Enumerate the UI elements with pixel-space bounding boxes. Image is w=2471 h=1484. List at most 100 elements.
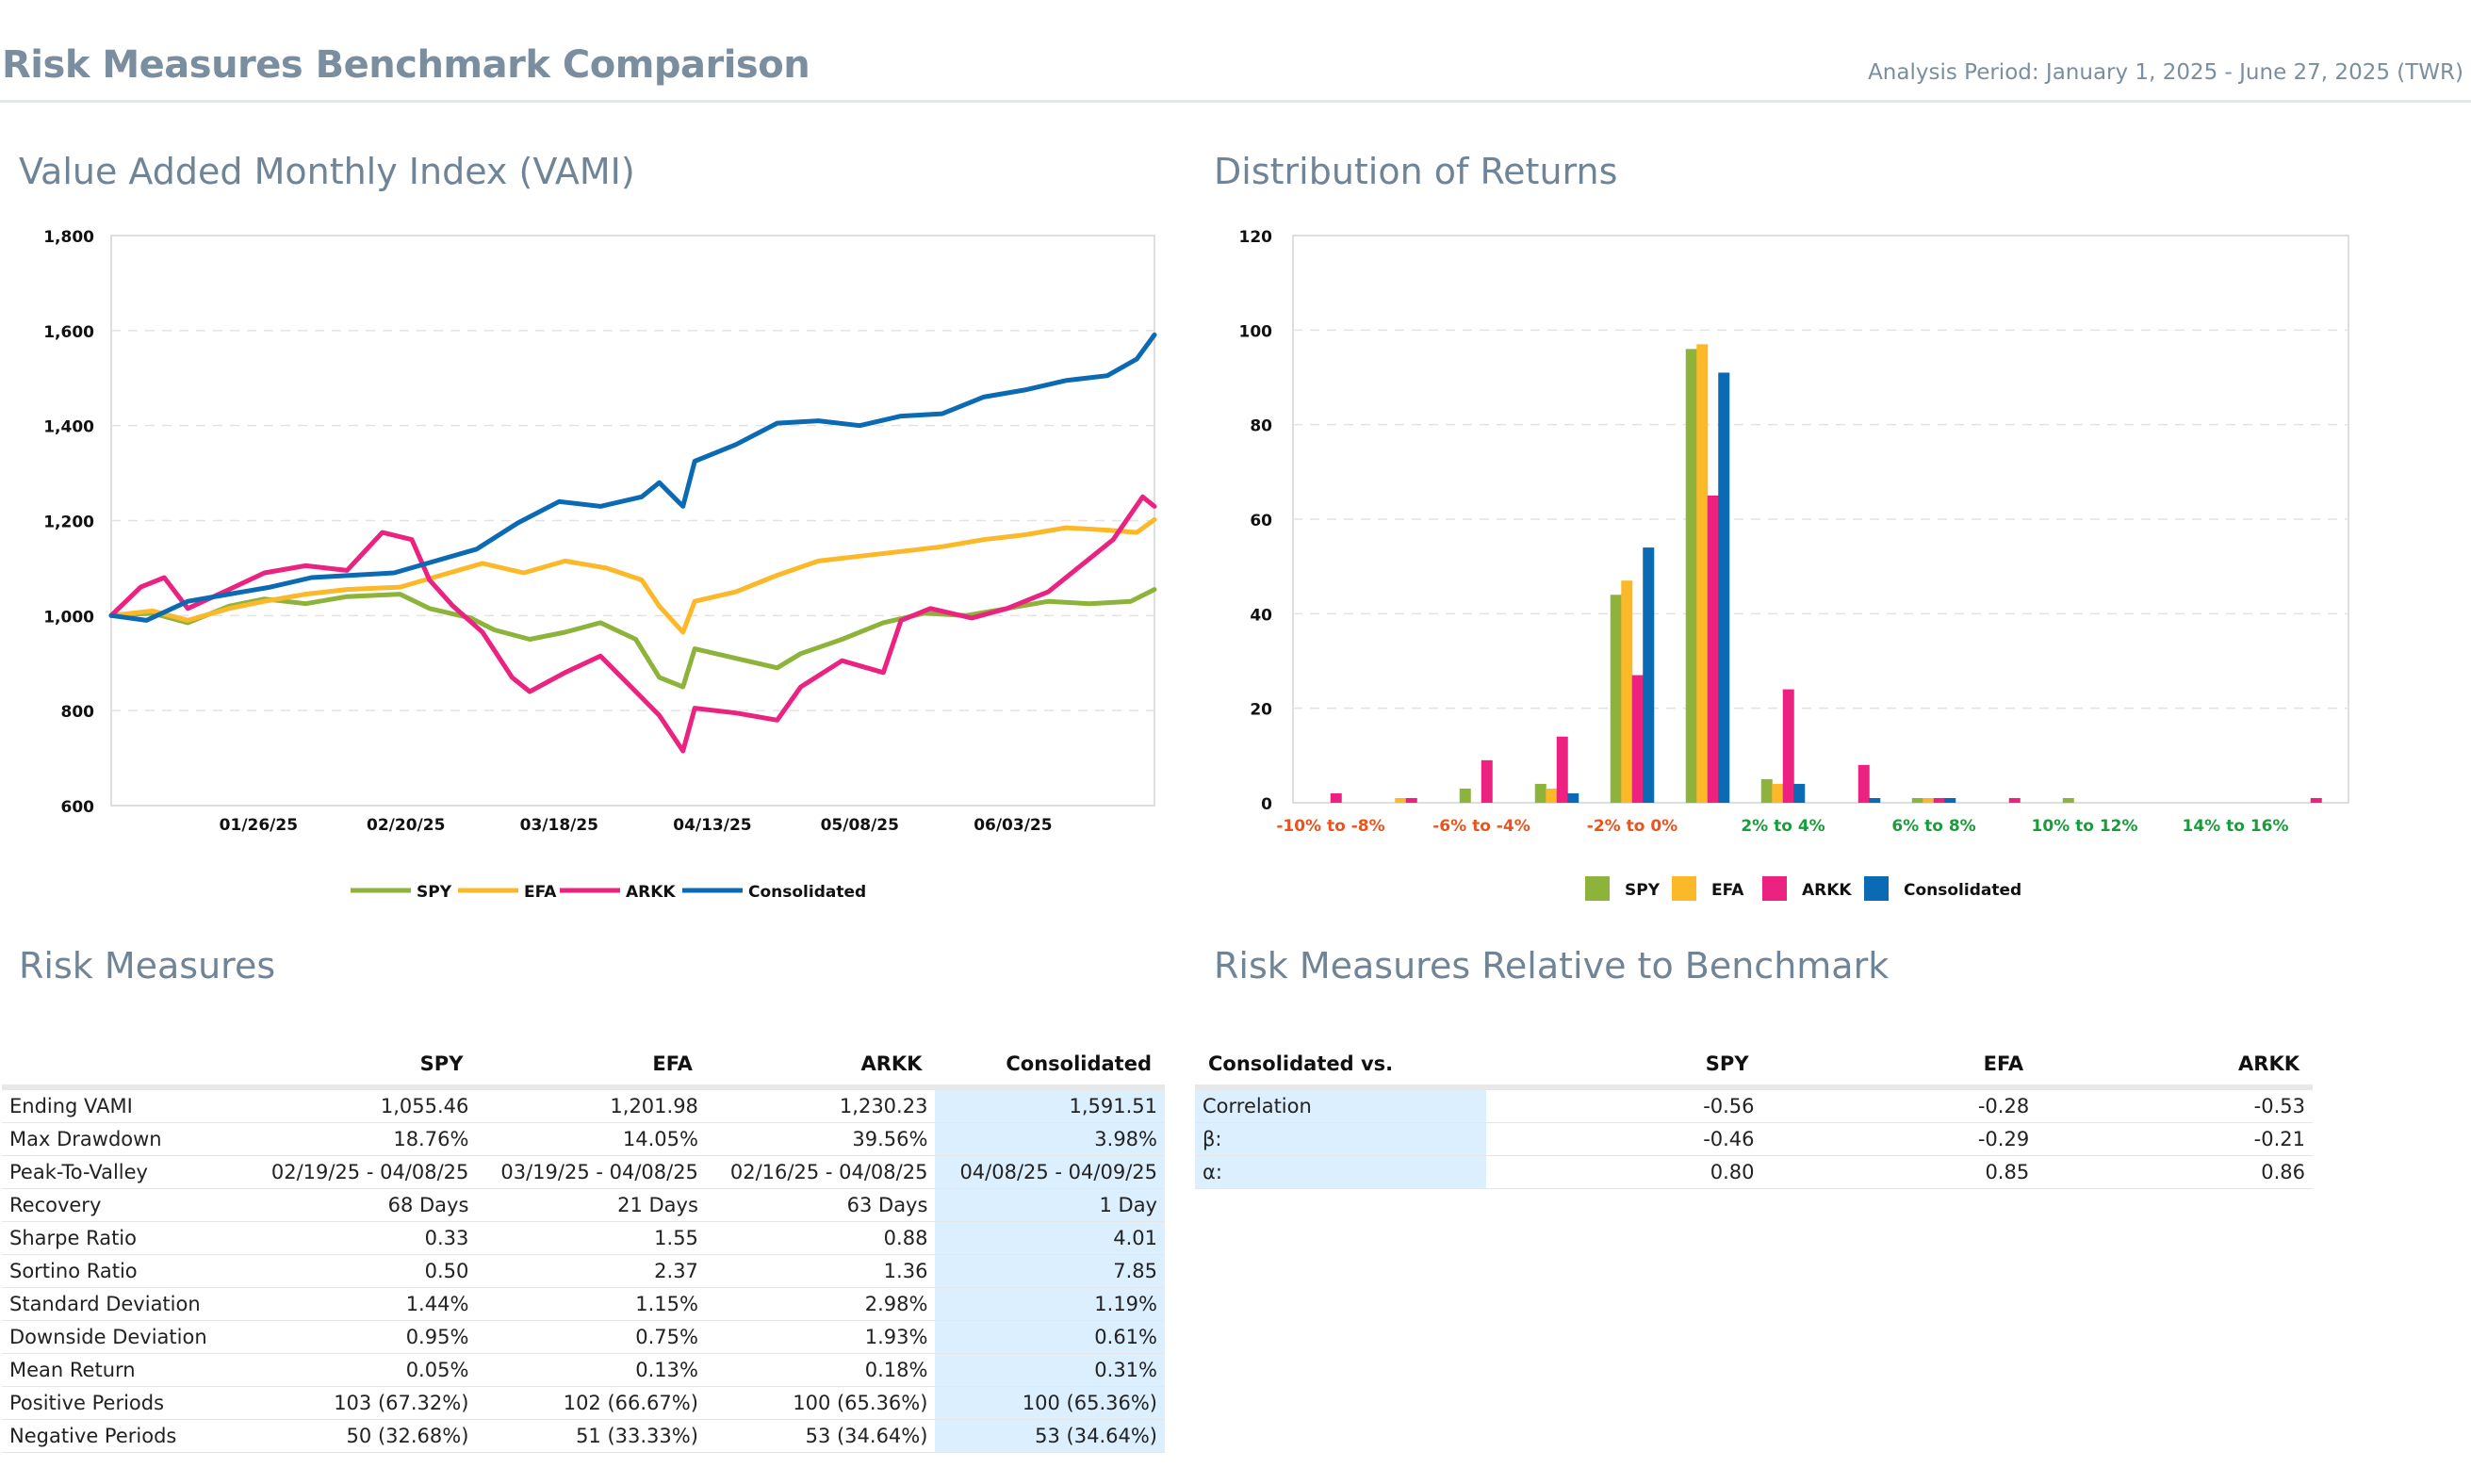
y-tick-label: 80 [1250, 417, 1272, 436]
table-cell: 0.95% [250, 1320, 477, 1354]
x-tick-label: -10% to -8% [1276, 817, 1384, 836]
table-cell: 1.19% [935, 1287, 1165, 1321]
row-label: Sortino Ratio [2, 1254, 251, 1288]
row-label: Max Drawdown [2, 1122, 251, 1156]
legend-label: ARKK [626, 883, 676, 902]
column-header-consolidated: Consolidated [1006, 1052, 1152, 1075]
table-cell: 0.61% [935, 1320, 1165, 1354]
table-cell: 0.13% [476, 1353, 706, 1387]
table-cell: 14.05% [476, 1122, 706, 1156]
column-header-consolidated-vs: Consolidated vs. [1208, 1052, 1394, 1075]
table-cell: -0.46 [1486, 1122, 1762, 1156]
bar-consolidated [1643, 547, 1655, 803]
table-cell: 0.85 [1761, 1155, 2037, 1189]
row-label: Standard Deviation [2, 1287, 251, 1321]
table-cell: 100 (65.36%) [935, 1386, 1165, 1420]
table-cell: 53 (34.64%) [705, 1419, 936, 1453]
table-cell: 39.56% [705, 1122, 936, 1156]
table-row: Ending VAMI 1,055.46 1,201.98 1,230.23 1,591… [2, 1090, 1165, 1123]
bar-arkk [2008, 797, 2021, 803]
table-cell: 1.15% [476, 1287, 706, 1321]
x-tick-label: 04/13/25 [673, 816, 751, 835]
table-row: Negative Periods 50 (32.68%) 51 (33.33%) 53… [2, 1419, 1165, 1453]
legend-label: EFA [1711, 881, 1744, 900]
table-cell: 103 (67.32%) [250, 1386, 477, 1420]
row-label: α: [1195, 1155, 1487, 1189]
table-cell: 0.86 [2037, 1155, 2313, 1189]
y-tick-label: 1,600 [43, 323, 94, 342]
x-tick-label: 05/08/25 [821, 816, 899, 835]
bar-spy [1534, 783, 1546, 803]
bar-arkk [1707, 495, 1719, 803]
bar-efa [1395, 797, 1407, 803]
y-tick-label: 0 [1261, 795, 1272, 814]
bar-efa [1696, 344, 1709, 803]
x-tick-label: 03/18/25 [520, 816, 598, 835]
bar-consolidated [1567, 792, 1579, 803]
bar-arkk [1556, 736, 1568, 803]
table-cell: 1 Day [935, 1188, 1165, 1222]
table-cell: 21 Days [476, 1188, 706, 1222]
series-line-consolidated [108, 332, 1157, 623]
bar-consolidated [1793, 783, 1806, 803]
table-cell: 7.85 [935, 1254, 1165, 1288]
y-tick-label: 1,200 [43, 514, 94, 532]
series-line-spy [108, 587, 1157, 690]
table-cell: 0.50 [250, 1254, 477, 1288]
y-tick-label: 800 [61, 703, 95, 722]
analysis-period: Analysis Period: January 1, 2025 - June … [1868, 60, 2463, 85]
table-cell: 18.76% [250, 1122, 477, 1156]
row-label: Sharpe Ratio [2, 1221, 251, 1255]
y-tick-label: 120 [1239, 228, 1273, 247]
legend-swatch [1672, 876, 1696, 901]
table-row: Mean Return 0.05% 0.13% 0.18% 0.31% [2, 1353, 1165, 1387]
row-label: Negative Periods [2, 1419, 251, 1453]
legend-label: Consolidated [1904, 881, 2021, 900]
bar-spy [1459, 788, 1471, 803]
page-title: Risk Measures Benchmark Comparison [2, 43, 810, 87]
column-header-efa: EFA [652, 1052, 693, 1075]
column-header [2, 1043, 251, 1087]
table-cell: 1,591.51 [935, 1090, 1165, 1123]
row-label: β: [1195, 1122, 1487, 1156]
table-cell: 1,201.98 [476, 1090, 706, 1123]
title-divider [0, 100, 2471, 103]
table-cell: 04/08/25 - 04/09/25 [935, 1155, 1165, 1189]
bar-arkk [1933, 797, 1945, 803]
table-cell: 0.80 [1486, 1155, 1762, 1189]
table-row: Peak-To-Valley 02/19/25 - 04/08/25 03/19/2… [2, 1155, 1165, 1189]
column-header-spy: SPY [419, 1052, 464, 1075]
vami-title: Value Added Monthly Index (VAMI) [19, 151, 635, 192]
row-label: Peak-To-Valley [2, 1155, 251, 1189]
row-label: Positive Periods [2, 1386, 251, 1420]
row-label: Downside Deviation [2, 1320, 251, 1354]
legend-swatch [1585, 876, 1610, 901]
x-tick-label: -6% to -4% [1432, 817, 1530, 836]
column-header-arkk: ARKK [860, 1052, 923, 1075]
table-cell: 0.18% [705, 1353, 936, 1387]
table-cell: 0.75% [476, 1320, 706, 1354]
table-cell: 0.33 [250, 1221, 477, 1255]
bar-arkk [1782, 689, 1794, 803]
risk-measures-title: Risk Measures [19, 945, 276, 987]
bar-consolidated [1944, 797, 1956, 803]
table-cell: 1.36 [705, 1254, 936, 1288]
table-cell: 0.31% [935, 1353, 1165, 1387]
bar-arkk [1631, 675, 1644, 803]
table-cell: 1.55 [476, 1221, 706, 1255]
table-cell: 02/19/25 - 04/08/25 [250, 1155, 477, 1189]
bar-efa [1546, 788, 1558, 803]
table-row: Correlation -0.56 -0.28 -0.53 [1195, 1090, 2313, 1123]
y-tick-label: 1,400 [43, 418, 94, 437]
table-row: Positive Periods 103 (67.32%) 102 (66.67%)… [2, 1386, 1165, 1420]
bar-arkk [1481, 759, 1493, 803]
bar-spy [1685, 349, 1697, 803]
x-tick-label: 02/20/25 [367, 816, 445, 835]
table-cell: 4.01 [935, 1221, 1165, 1255]
bar-consolidated [1718, 372, 1730, 803]
table-row: Standard Deviation 1.44% 1.15% 2.98% 1.19% [2, 1287, 1165, 1321]
column-header-efa: EFA [1983, 1052, 2024, 1075]
y-tick-label: 600 [61, 798, 95, 817]
table-cell: -0.21 [2037, 1122, 2313, 1156]
relative-measures-table: Consolidated vs. SPY EFA ARKK Correlatio… [1195, 1043, 2313, 1189]
